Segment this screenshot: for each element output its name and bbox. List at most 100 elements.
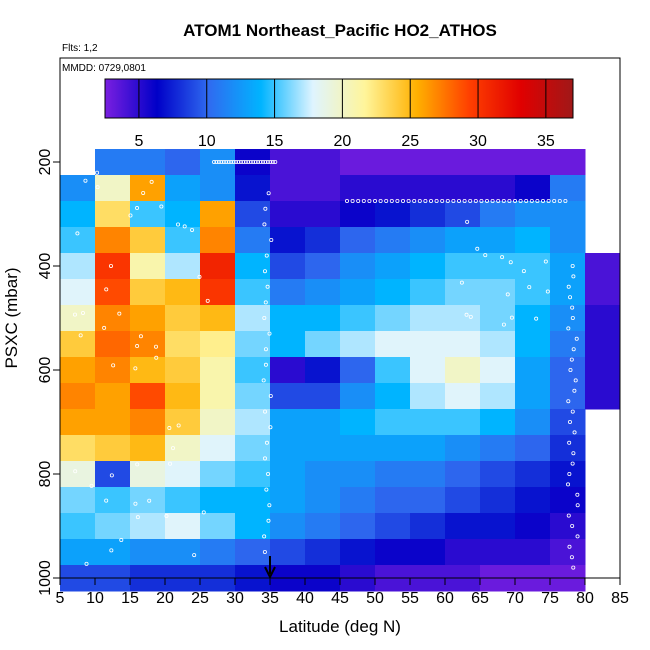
heatmap-cell: [410, 461, 446, 488]
sample-point: [159, 204, 164, 209]
sample-point: [571, 451, 576, 456]
heatmap-cell: [515, 331, 551, 358]
heatmap-cell: [95, 149, 131, 176]
flights-label: Flts: 1,2: [62, 43, 98, 54]
sample-point: [221, 159, 226, 164]
heatmap-cell: [200, 513, 236, 540]
heatmap-cell: [270, 357, 306, 384]
sample-point: [567, 471, 572, 476]
heatmap-cell: [95, 227, 131, 254]
heatmap-cell: [445, 331, 481, 358]
sample-point: [434, 198, 439, 203]
sample-point: [147, 498, 152, 503]
sample-point: [575, 503, 580, 508]
colorbar-ticks: 5 10 15 20 25 30 35: [134, 79, 555, 150]
sample-point: [570, 263, 575, 268]
heatmap-cell: [375, 227, 411, 254]
heatmap-cell: [60, 461, 96, 488]
heatmap-cell: [130, 201, 166, 228]
heatmap-cell: [340, 305, 376, 332]
sample-point: [170, 446, 175, 451]
sample-point: [534, 316, 539, 321]
heatmap-cell: [550, 279, 586, 306]
sample-point: [566, 482, 571, 487]
sample-point: [384, 198, 389, 203]
heatmap-cell: [200, 539, 236, 566]
heatmap-cell: [480, 357, 516, 384]
sample-point: [566, 284, 571, 289]
sample-point: [211, 159, 216, 164]
sample-point: [219, 159, 224, 164]
sample-point: [84, 561, 89, 566]
heatmap-cell: [410, 357, 446, 384]
sample-point: [267, 331, 272, 336]
heatmap-cell: [445, 253, 481, 280]
heatmap-cell: [445, 149, 481, 176]
sample-point: [263, 362, 268, 367]
x-tick-label: 85: [611, 590, 629, 607]
sample-point: [251, 159, 256, 164]
sample-point: [270, 159, 275, 164]
heatmap-cells: [60, 149, 621, 592]
heatmap-cell: [515, 279, 551, 306]
heatmap-cell: [130, 253, 166, 280]
heatmap-cell: [515, 409, 551, 436]
colorbar-tick-label: 5: [134, 133, 143, 150]
heatmap-cell: [235, 487, 271, 514]
sample-point: [264, 253, 269, 258]
sample-point: [241, 159, 246, 164]
x-tick-label: 55: [401, 590, 419, 607]
heatmap-cell: [515, 383, 551, 410]
sample-point: [141, 190, 146, 195]
sample-point: [236, 159, 241, 164]
sample-point: [135, 515, 140, 520]
heatmap-cell: [165, 331, 201, 358]
sample-point: [350, 198, 355, 203]
heatmap-cell: [60, 201, 96, 228]
sample-point: [529, 198, 534, 203]
sample-point: [135, 344, 140, 349]
heatmap-cell: [200, 357, 236, 384]
sample-point: [344, 198, 349, 203]
sample-point: [214, 159, 219, 164]
heatmap-cell: [60, 279, 96, 306]
heatmap-cell: [410, 279, 446, 306]
sample-point: [412, 198, 417, 203]
sample-point: [168, 461, 173, 466]
heatmap-cell: [270, 279, 306, 306]
heatmap-cell: [235, 305, 271, 332]
heatmap-cell: [305, 435, 341, 462]
sample-point: [518, 198, 523, 203]
sample-point: [192, 553, 197, 558]
heatmap-cell: [480, 461, 516, 488]
sample-point: [571, 274, 576, 279]
sample-point: [263, 206, 268, 211]
heatmap-cell: [375, 435, 411, 462]
colorbar-tick-label: 10: [198, 133, 216, 150]
heatmap-cell: [60, 383, 96, 410]
heatmap-cell: [130, 305, 166, 332]
heatmap-cell: [375, 175, 411, 202]
sample-point: [395, 198, 400, 203]
heatmap-cell: [200, 253, 236, 280]
colorbar: [104, 78, 574, 119]
sample-point: [176, 423, 181, 428]
heatmap-cell: [95, 513, 131, 540]
sample-point: [483, 253, 488, 258]
sample-point: [568, 295, 573, 300]
heatmap-cell: [410, 383, 446, 410]
heatmap-cell: [200, 409, 236, 436]
sample-point: [263, 409, 268, 414]
heatmap-cell: [375, 513, 411, 540]
sample-point: [505, 292, 510, 297]
heatmap-cell: [130, 149, 166, 176]
heatmap-cell: [480, 513, 516, 540]
heatmap-cell: [60, 305, 96, 332]
sample-point: [102, 325, 107, 330]
heatmap-cell: [165, 539, 201, 566]
y-axis: 200 400 600 800 1000: [37, 149, 60, 596]
sample-point: [575, 492, 580, 497]
heatmap-cell: [340, 383, 376, 410]
x-tick-label: 5: [56, 590, 65, 607]
heatmap-cell: [515, 513, 551, 540]
